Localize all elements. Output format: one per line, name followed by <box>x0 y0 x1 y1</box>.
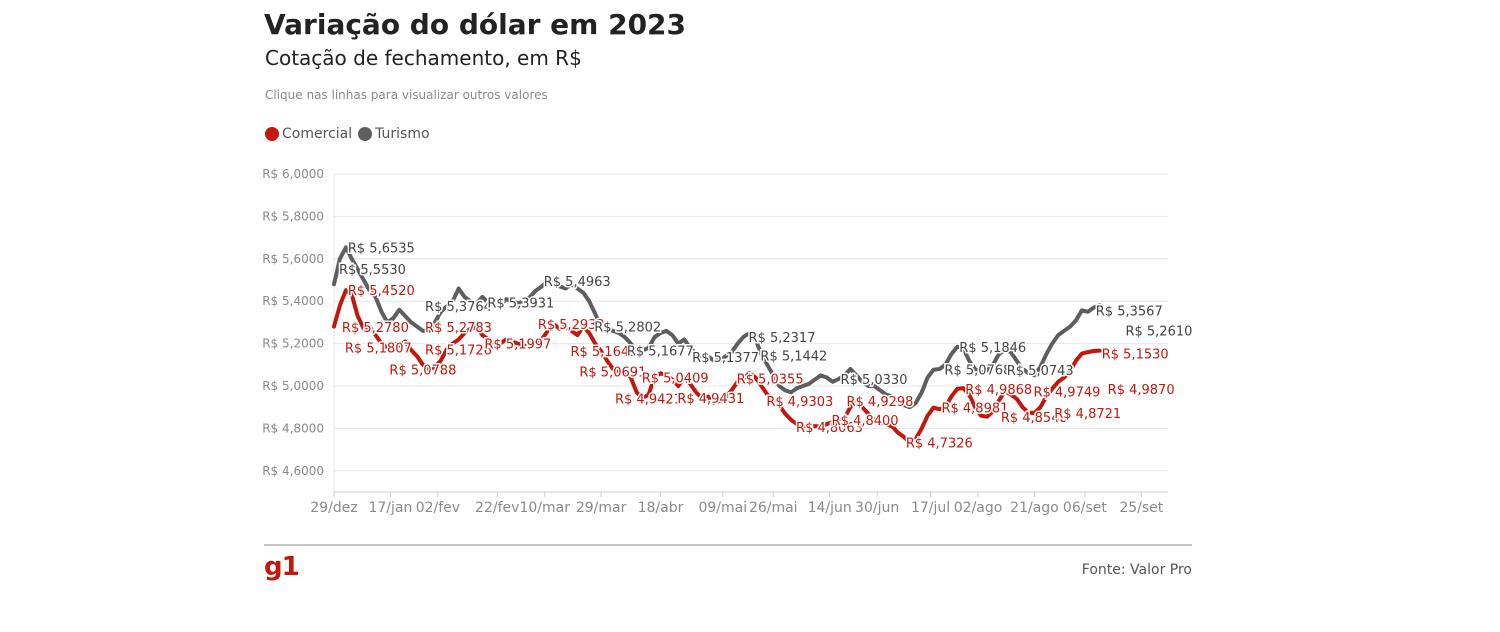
series-line-comercial <box>332 288 1102 445</box>
data-label: R$ 5,3764 <box>425 300 492 315</box>
data-label: R$ 5,2932 <box>538 318 605 333</box>
data-label: R$ 5,0788 <box>389 363 456 378</box>
data-label: R$ 5,1846 <box>959 341 1026 356</box>
data-label: R$ 4,9421 <box>615 392 682 407</box>
source-note: Fonte: Valor Pro <box>1081 562 1192 578</box>
x-tick-label: 14/jun <box>808 500 852 516</box>
y-tick-label: R$ 4,6000 <box>262 464 324 478</box>
data-label: R$ 5,0355 <box>737 372 804 387</box>
series-line-turismo <box>332 245 1102 410</box>
data-label: R$ 5,1726 <box>425 343 492 358</box>
y-tick-label: R$ 5,0000 <box>262 379 324 393</box>
data-label: R$ 4,9298 <box>846 395 913 410</box>
data-label: R$ 5,4520 <box>348 284 415 299</box>
data-label: R$ 5,3931 <box>487 297 554 312</box>
y-tick-label: R$ 4,8000 <box>262 421 324 435</box>
data-label: R$ 5,0691 <box>579 365 646 380</box>
legend-item-comercial[interactable]: Comercial <box>265 126 352 142</box>
data-label: R$ 4,8721 <box>1054 407 1121 422</box>
x-tick-label: 29/dez <box>310 500 357 516</box>
data-label: R$ 4,8400 <box>832 414 899 429</box>
chart-hint: Clique nas linhas para visualizar outros… <box>265 88 548 102</box>
y-tick-label: R$ 5,4000 <box>262 294 324 308</box>
data-label: R$ 4,7326 <box>906 437 973 452</box>
x-tick-label: 02/ago <box>954 500 1003 516</box>
x-tick-label: 17/jan <box>368 500 412 516</box>
legend-label-turismo: Turismo <box>375 126 430 142</box>
x-tick-label: 18/abr <box>638 500 684 516</box>
data-label: R$ 5,1997 <box>484 338 551 353</box>
data-label: R$ 5,4963 <box>544 275 611 290</box>
data-label: R$ 5,0330 <box>841 373 908 388</box>
x-tick-label: 06/set <box>1063 500 1107 516</box>
x-tick-label: 02/fev <box>416 500 460 516</box>
y-tick-label: R$ 5,2000 <box>262 337 324 351</box>
data-label: R$ 4,9868 <box>965 383 1032 398</box>
legend-label-comercial: Comercial <box>282 126 353 142</box>
data-label: R$ 4,9749 <box>1033 385 1100 400</box>
y-tick-label: R$ 5,6000 <box>262 252 324 266</box>
y-tick-label: R$ 6,0000 <box>262 167 324 181</box>
data-label: R$ 5,0409 <box>642 371 709 386</box>
chart-subtitle: Cotação de fechamento, em R$ <box>265 46 582 70</box>
data-label: R$ 5,2783 <box>425 321 492 336</box>
data-label: R$ 5,0743 <box>1007 364 1074 379</box>
x-tick-label: 25/set <box>1119 500 1163 516</box>
data-label: R$ 5,6535 <box>348 241 415 256</box>
line-chart: R$ 4,6000 R$ 4,8000 R$ 5,0000 R$ 5,2000 R$ 5… <box>262 167 1194 516</box>
data-label: R$ 4,8063 <box>796 421 863 436</box>
data-label: R$ 5,5530 <box>339 263 406 278</box>
x-tick-label: 29/mar <box>576 500 627 516</box>
x-tick-label: 22/fev <box>475 500 519 516</box>
x-tick-label: 26/mai <box>749 500 798 516</box>
x-tick-label: 30/jun <box>855 500 899 516</box>
x-tick-label: 21/ago <box>1010 500 1059 516</box>
data-label: R$ 4,9870 <box>1108 383 1175 398</box>
data-label: R$ 5,2317 <box>749 331 816 346</box>
legend-dot-comercial-icon <box>265 127 279 141</box>
data-label: R$ 5,0768 <box>944 364 1011 379</box>
data-label: R$ 5,3567 <box>1096 304 1163 319</box>
data-label: R$ 4,8548 <box>1001 411 1068 426</box>
data-label: R$ 4,9303 <box>766 395 833 410</box>
data-label: R$ 5,1643 <box>570 345 637 360</box>
data-label: R$ 4,9431 <box>677 392 744 407</box>
x-tick-label: 10/mar <box>519 500 570 516</box>
legend-item-turismo[interactable]: Turismo <box>358 126 430 142</box>
chart-title: Variação do dólar em 2023 <box>264 8 687 41</box>
data-label: R$ 5,2802 <box>594 321 661 336</box>
footer-divider <box>264 544 1192 546</box>
data-label: R$ 5,2780 <box>342 321 409 336</box>
data-label: R$ 5,1807 <box>345 342 412 357</box>
y-tick-label: R$ 5,8000 <box>262 209 324 223</box>
data-label: R$ 5,1442 <box>760 349 827 364</box>
data-label: R$ 5,1377 <box>692 351 759 366</box>
x-tick-label: 17/jul <box>911 500 950 516</box>
legend-dot-turismo-icon <box>358 127 373 141</box>
data-label: R$ 4,8981 <box>941 402 1008 417</box>
g1-logo: g1 <box>264 552 300 582</box>
data-label: R$ 5,2610 <box>1125 325 1192 340</box>
x-tick-label: 09/mai <box>698 500 747 516</box>
data-label: R$ 5,1530 <box>1102 348 1169 363</box>
legend: Comercial Turismo <box>265 126 430 142</box>
data-label: R$ 5,1677 <box>627 344 694 359</box>
